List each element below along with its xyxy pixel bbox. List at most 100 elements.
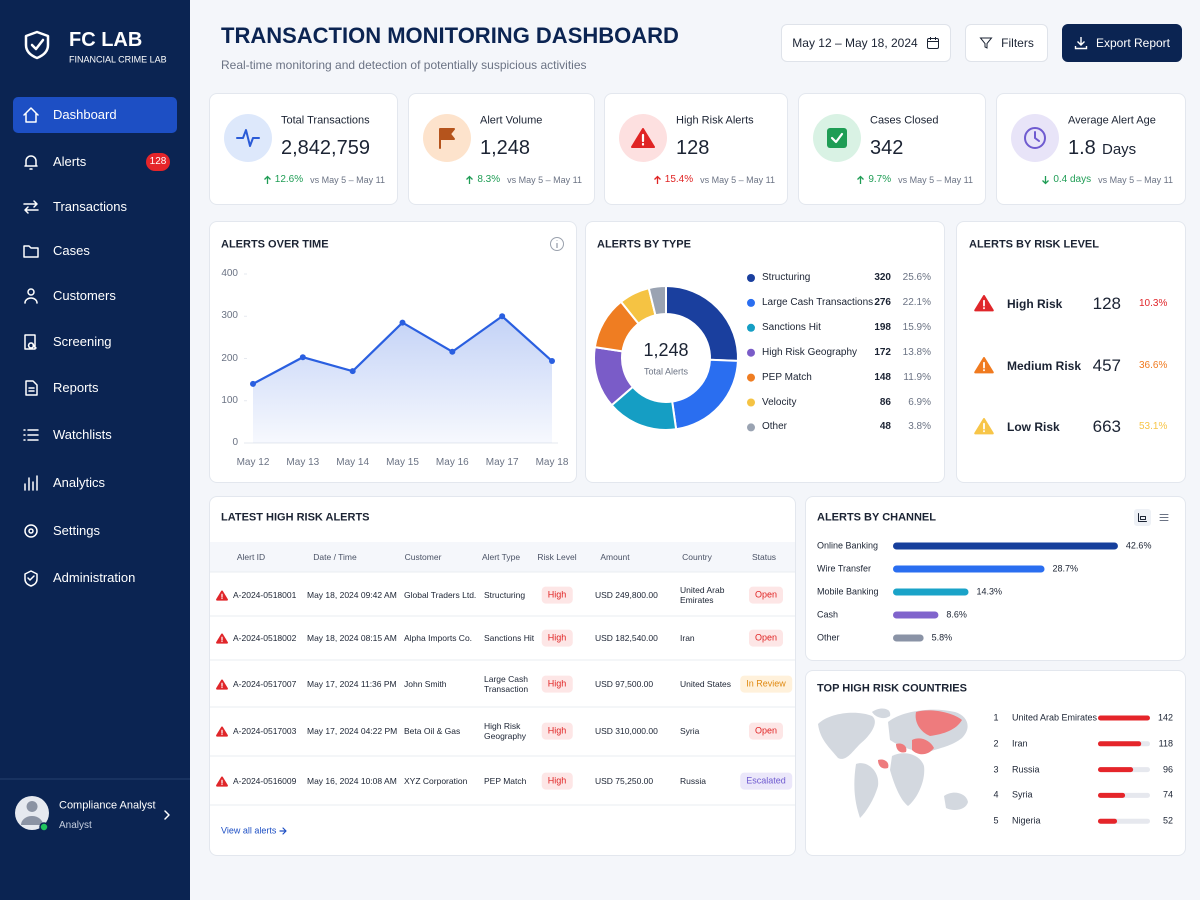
risk-pill: High [541, 629, 573, 647]
table-cell[interactable]: A-2024-0517007 [233, 678, 297, 689]
kpi-change: 8.3% vs May 5 – May 11 [465, 174, 582, 186]
countries-card [805, 670, 1186, 856]
status-pill: Escalated [740, 772, 792, 790]
table-cell: PEP Match [484, 775, 527, 786]
user-name[interactable]: Compliance Analyst [59, 799, 156, 812]
bar [893, 634, 924, 642]
legend-value: 198 [874, 321, 891, 333]
nav-item[interactable]: Watchlists [53, 427, 112, 443]
change-arrow [466, 175, 474, 184]
y-tick-label: 0 [232, 437, 238, 448]
risk-value: 457 [1092, 355, 1121, 375]
nav-item[interactable]: Cases [53, 243, 90, 259]
table-cell[interactable]: A-2024-0516009 [233, 775, 297, 786]
table-cell: Alpha Imports Co. [404, 632, 473, 643]
nav-icon [24, 475, 38, 491]
nav-item[interactable]: Customers [53, 288, 116, 304]
nav-item[interactable]: Administration [53, 570, 136, 586]
kpi-icon [1024, 127, 1046, 149]
legend-label: Large Cash Transactions [762, 296, 874, 308]
nav-item[interactable]: Alerts [53, 154, 87, 170]
table-cell: May 16, 2024 10:08 AM [307, 775, 397, 786]
nav-item[interactable]: Transactions [53, 199, 127, 215]
nav-icon [23, 200, 39, 214]
map-land [890, 753, 925, 806]
table-cell: May 18, 2024 08:15 AM [307, 632, 397, 643]
nav-item[interactable]: Settings [53, 523, 100, 539]
table-cell[interactable]: A-2024-0518002 [233, 632, 297, 643]
point [449, 348, 456, 355]
column-header: Status [751, 551, 777, 562]
nav-item[interactable]: Screening [53, 334, 112, 350]
table-cell: Russia [680, 775, 706, 786]
bar [1098, 767, 1134, 773]
chart-title: TOP HIGH RISK COUNTRIES [817, 682, 967, 695]
bar [1098, 818, 1118, 824]
bar-value: 74 [1162, 789, 1173, 800]
status-pill: In Review [740, 675, 792, 693]
table-cell: May 17, 2024 11:36 PM [307, 678, 397, 689]
nav-item[interactable]: Reports [53, 380, 99, 396]
nav-item[interactable]: Analytics [53, 475, 106, 491]
change-value: 9.7% [868, 174, 892, 185]
legend-percent: 11.9% [903, 371, 931, 383]
logo-check [30, 38, 45, 51]
table-cell: USD 310,000.00 [595, 725, 658, 736]
status-dot [39, 822, 49, 832]
nav-item[interactable]: Dashboard [53, 107, 117, 123]
kpi-change: 12.6% vs May 5 – May 11 [263, 174, 385, 186]
change-period: vs May 5 – May 11 [1098, 174, 1173, 185]
bar-value: 118 [1158, 738, 1173, 749]
map-land [872, 708, 891, 719]
map-land [854, 763, 879, 818]
bar [893, 565, 1045, 573]
bar-value: 5.8% [931, 632, 953, 643]
legend-dot [747, 398, 755, 407]
table-cell: XYZ Corporation [404, 775, 468, 786]
country-name: Syria [1012, 789, 1033, 800]
change-value: 12.6% [274, 174, 304, 185]
point [399, 319, 406, 326]
nav-icon [23, 107, 39, 123]
risk-percent: 53.1% [1139, 421, 1168, 432]
bar-value: 28.7% [1052, 563, 1079, 574]
kpi-value: 128 [676, 137, 710, 159]
y-tick-label: 400 [221, 268, 238, 279]
date-picker[interactable]: May 12 – May 18, 2024 [781, 24, 951, 62]
kpi-icon-check [830, 132, 844, 144]
country-name: United Arab Emirates [1012, 712, 1098, 723]
risk-pill: High [541, 722, 573, 740]
legend-label: Other [762, 421, 788, 433]
rank: 1 [993, 712, 999, 723]
legend-dot [747, 274, 755, 282]
table-cell: May 18, 2024 09:42 AM [307, 589, 397, 600]
nav-badge [146, 153, 170, 171]
table-cell[interactable]: A-2024-0517003 [233, 725, 297, 736]
risk-pill: High [541, 675, 573, 693]
x-tick-label: May 16 [435, 457, 469, 468]
table-cell: John Smith [404, 678, 447, 689]
nav-icon [24, 524, 38, 538]
legend-value: 276 [874, 296, 891, 308]
rank: 4 [993, 789, 999, 800]
table-cell[interactable]: A-2024-0518001 [233, 589, 297, 600]
status-pill: Open [748, 586, 784, 604]
card-title: ALERTS BY RISK LEVEL [969, 238, 1099, 251]
kpi-value: 1,248 [480, 137, 531, 159]
bar-value: 14.3% [976, 586, 1003, 597]
nav-icon [24, 155, 38, 170]
kpi-value: 2,842,759 [281, 137, 370, 159]
channel-card [805, 496, 1186, 661]
view-all-link[interactable]: View all alerts [221, 825, 277, 836]
kpi-value: 1.8 [1068, 137, 1096, 159]
export-button[interactable]: Export Report [1062, 24, 1182, 62]
filters-button[interactable]: Filters [965, 24, 1048, 62]
column-header: Country [682, 551, 712, 562]
risk-value: 663 [1092, 416, 1121, 436]
nav-icon [24, 570, 38, 587]
risk-label: Low Risk [1007, 419, 1060, 434]
rank: 5 [993, 815, 999, 826]
bar-value: 8.6% [946, 609, 967, 620]
bar [893, 611, 939, 619]
